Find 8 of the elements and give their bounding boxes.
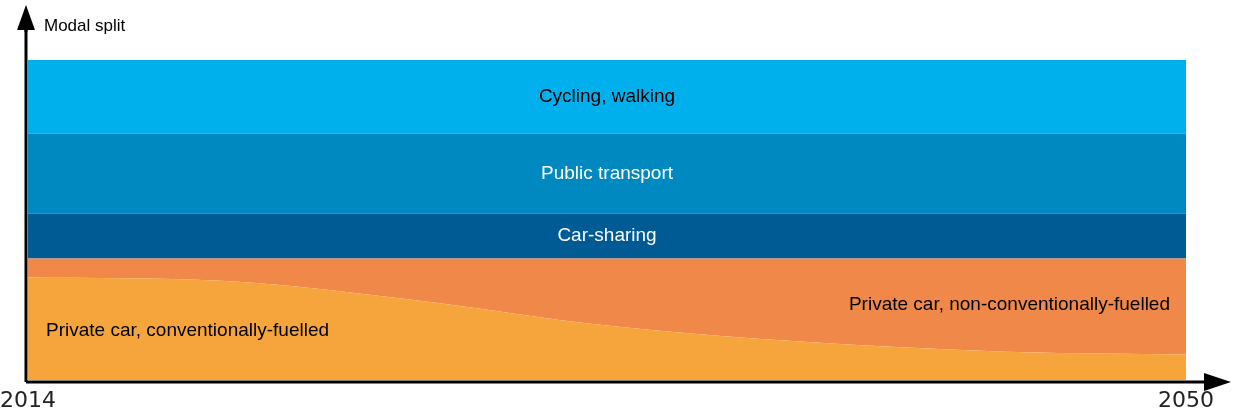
series-label: Car-sharing xyxy=(557,224,657,246)
y-axis-title: Modal split xyxy=(44,15,126,35)
series-label: Private car, conventionally-fuelled xyxy=(46,318,330,340)
series-label: Public transport xyxy=(540,161,674,183)
x-tick-label: 2050 xyxy=(1158,386,1214,412)
series-label: Private car, non-conventionally-fuelled xyxy=(848,293,1170,315)
series-label: Cycling, walking xyxy=(538,85,676,107)
x-tick-label: 2014 xyxy=(0,386,56,412)
